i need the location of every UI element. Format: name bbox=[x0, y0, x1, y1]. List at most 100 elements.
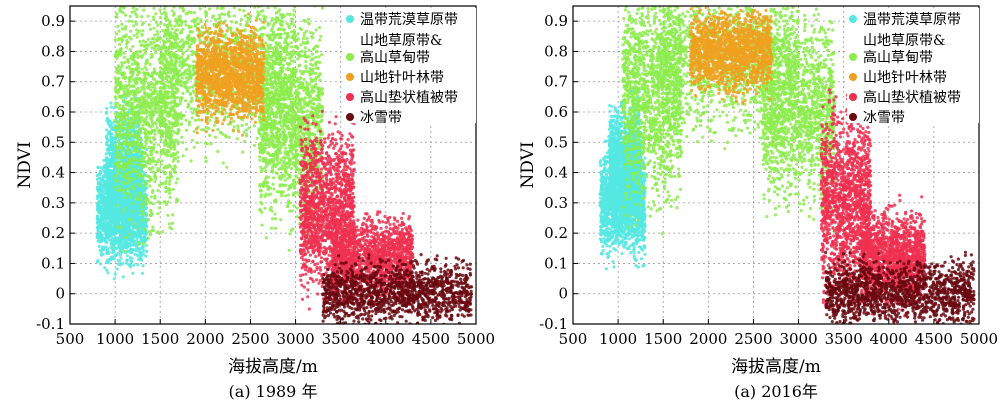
scatter-point bbox=[122, 51, 126, 55]
scatter-point bbox=[175, 87, 179, 91]
scatter-point bbox=[171, 167, 175, 171]
scatter-point bbox=[140, 271, 144, 275]
scatter-point bbox=[131, 247, 135, 252]
scatter-point bbox=[159, 66, 163, 70]
scatter-point bbox=[143, 184, 147, 188]
scatter-point bbox=[270, 16, 274, 20]
scatter-point bbox=[118, 9, 122, 13]
scatter-point bbox=[132, 205, 136, 209]
scatter-point bbox=[240, 17, 244, 22]
scatter-point bbox=[136, 234, 140, 238]
scatter-point bbox=[119, 225, 123, 230]
scatter-point bbox=[112, 202, 116, 206]
scatter-point bbox=[140, 205, 144, 209]
scatter-point bbox=[156, 119, 160, 123]
scatter-point bbox=[216, 6, 220, 10]
scatter-point bbox=[153, 174, 157, 179]
scatter-point bbox=[104, 111, 108, 115]
scatter-point bbox=[118, 129, 122, 133]
scatter-point bbox=[123, 250, 127, 254]
scatter-point bbox=[156, 189, 160, 193]
scatter-point bbox=[140, 33, 144, 37]
scatter-point bbox=[150, 46, 154, 50]
scatter-point bbox=[192, 59, 196, 64]
scatter-point bbox=[278, 36, 282, 40]
scatter-point bbox=[106, 187, 110, 191]
scatter-point bbox=[162, 7, 166, 11]
scatter-point bbox=[153, 194, 157, 198]
scatter-point bbox=[114, 154, 118, 159]
scatter-point bbox=[115, 67, 119, 71]
scatter-point bbox=[127, 208, 131, 212]
scatter-point bbox=[154, 98, 158, 102]
scatter-point bbox=[142, 44, 147, 48]
scatter-point bbox=[149, 27, 153, 31]
scatter-point bbox=[140, 224, 144, 228]
scatter-point bbox=[115, 236, 119, 240]
scatter-point bbox=[275, 0, 278, 2]
scatter-point bbox=[155, 160, 160, 164]
scatter-point bbox=[130, 117, 134, 121]
scatter-point bbox=[102, 208, 106, 212]
scatter-point bbox=[129, 158, 133, 162]
scatter-point bbox=[212, 123, 216, 127]
scatter-point bbox=[112, 277, 116, 281]
scatter-point bbox=[117, 29, 121, 33]
scatter-point bbox=[145, 196, 149, 200]
scatter-point bbox=[135, 0, 138, 2]
scatter-point bbox=[274, 0, 277, 3]
scatter-point bbox=[141, 39, 145, 43]
scatter-point bbox=[133, 20, 138, 24]
scatter-point bbox=[127, 170, 132, 175]
scatter-point bbox=[130, 108, 134, 112]
scatter-point bbox=[145, 179, 149, 183]
scatter-point bbox=[139, 120, 143, 124]
scatter-point bbox=[258, 17, 262, 21]
scatter-point bbox=[127, 19, 131, 23]
scatter-point bbox=[168, 174, 172, 178]
scatter-point bbox=[105, 166, 109, 170]
scatter-point bbox=[128, 48, 132, 52]
scatter-point bbox=[130, 177, 135, 181]
scatter-point bbox=[135, 173, 139, 177]
scatter-point bbox=[111, 151, 115, 156]
scatter-point bbox=[129, 259, 133, 263]
scatter-point bbox=[101, 174, 106, 178]
scatter-point bbox=[154, 163, 158, 167]
scatter-point bbox=[139, 250, 144, 254]
scatter-point bbox=[216, 1, 219, 4]
scatter-point bbox=[138, 150, 142, 154]
scatter-point bbox=[189, 107, 193, 111]
scatter-point bbox=[159, 162, 163, 166]
scatter-point bbox=[152, 137, 156, 142]
scatter-point bbox=[106, 235, 110, 239]
scatter-point bbox=[149, 149, 153, 153]
scatter-point bbox=[152, 128, 156, 132]
scatter-point bbox=[168, 113, 172, 117]
scatter-point bbox=[155, 0, 158, 3]
scatter-point bbox=[152, 15, 156, 19]
scatter-point bbox=[192, 129, 196, 133]
scatter-point bbox=[168, 195, 172, 200]
scatter-point bbox=[116, 51, 120, 55]
scatter-point bbox=[125, 162, 129, 166]
scatter-point bbox=[108, 211, 112, 215]
scatter-point bbox=[200, 25, 204, 29]
scatter-point bbox=[165, 96, 169, 100]
scatter-point bbox=[208, 1, 211, 4]
scatter-point bbox=[207, 7, 212, 11]
scatter-point bbox=[127, 35, 131, 39]
scatter-point bbox=[194, 18, 198, 22]
scatter-point bbox=[105, 147, 109, 151]
scatter-point bbox=[242, 9, 246, 13]
scatter-point bbox=[150, 190, 155, 195]
scatter-point bbox=[143, 92, 147, 96]
scatter-point bbox=[98, 176, 102, 180]
scatter-point bbox=[145, 249, 149, 254]
scatter-point bbox=[171, 213, 175, 217]
scatter-point bbox=[136, 263, 140, 267]
scatter-point bbox=[144, 254, 148, 258]
scatter-point bbox=[123, 35, 127, 39]
scatter-point bbox=[159, 138, 163, 142]
scatter-point bbox=[184, 118, 188, 122]
